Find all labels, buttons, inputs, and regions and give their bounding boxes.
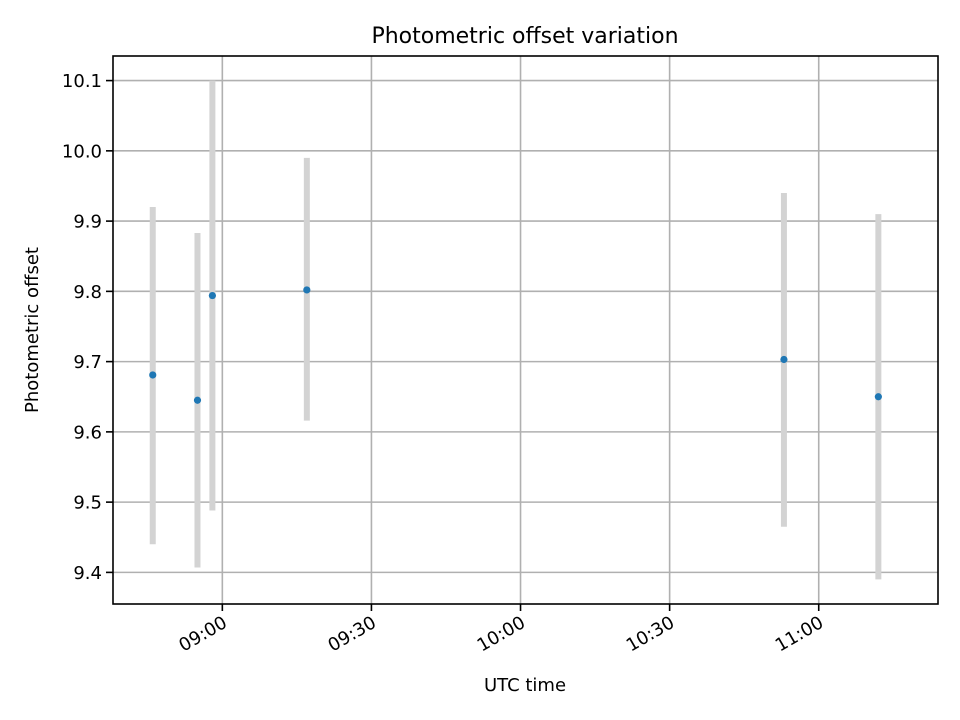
point-layer xyxy=(149,286,882,404)
x-axis-label: UTC time xyxy=(484,675,566,696)
grid-layer xyxy=(113,56,938,604)
chart-title: Photometric offset variation xyxy=(371,24,678,49)
data-point xyxy=(208,291,216,300)
y-tick-label: 10.0 xyxy=(62,141,102,162)
x-tick-label: 10:30 xyxy=(623,612,678,656)
data-point xyxy=(303,286,311,294)
y-tick-label: 9.5 xyxy=(73,493,102,514)
x-tick-label: 09:00 xyxy=(175,612,230,656)
data-point xyxy=(149,371,157,379)
y-tick-label: 9.9 xyxy=(73,212,102,233)
x-tick-label: 09:30 xyxy=(325,612,380,656)
y-tick-label: 10.1 xyxy=(62,71,102,92)
y-tick-label: 9.7 xyxy=(73,352,102,373)
tick-layer: 09:00 09:30 10:00 10:30 11:00 9.4 9.5 9.6 9.7 9.8… xyxy=(62,71,827,656)
y-tick-label: 9.8 xyxy=(73,282,102,303)
y-axis-label: Photometric offset xyxy=(22,247,43,413)
data-point xyxy=(780,355,788,364)
y-tick-label: 9.4 xyxy=(73,563,102,584)
x-tick-label: 11:00 xyxy=(772,612,827,656)
plot-frame xyxy=(112,55,939,605)
data-point xyxy=(193,396,202,404)
y-tick-label: 9.6 xyxy=(73,422,102,443)
data-point xyxy=(874,393,882,401)
x-tick-label: 10:00 xyxy=(474,612,529,656)
errorbar-layer xyxy=(149,80,882,580)
